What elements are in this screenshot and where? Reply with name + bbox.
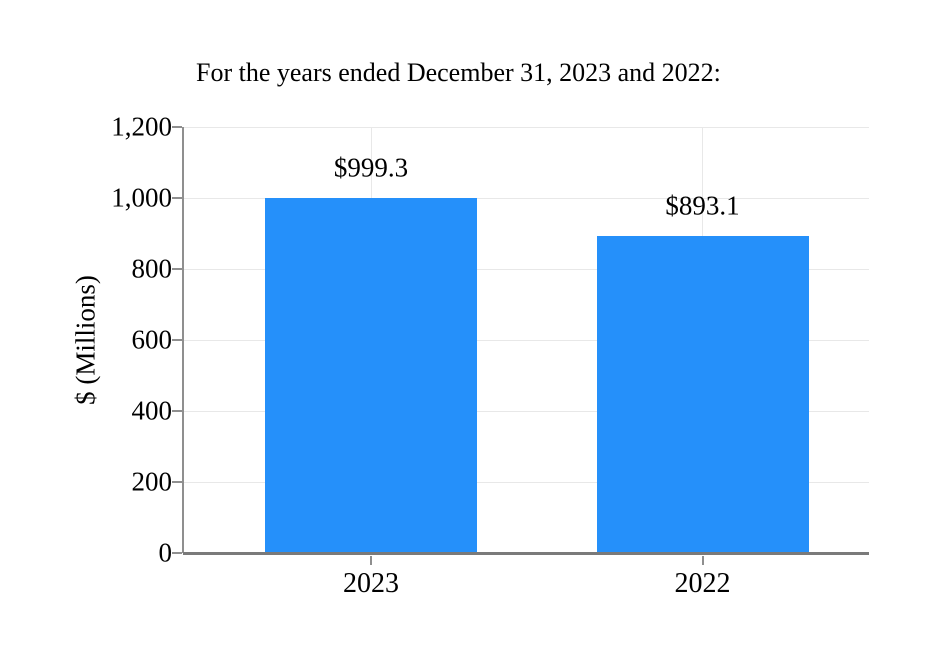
plot-area bbox=[172, 126, 869, 565]
y-axis-tick-label: 800 bbox=[131, 253, 173, 284]
y-axis-tick-label: 1,000 bbox=[111, 182, 172, 213]
y-axis-line bbox=[182, 127, 184, 553]
y-axis-tick bbox=[172, 481, 182, 483]
y-axis-tick-label: 0 bbox=[158, 537, 173, 568]
y-axis-tick bbox=[172, 552, 182, 554]
y-axis-tick bbox=[172, 410, 182, 412]
x-axis-category-label: 2023 bbox=[343, 568, 399, 599]
horizontal-gridline bbox=[183, 481, 869, 483]
horizontal-gridline bbox=[183, 339, 869, 341]
y-axis-tick bbox=[172, 126, 182, 128]
horizontal-gridline bbox=[183, 410, 869, 412]
y-axis-title: $ (Millions) bbox=[70, 275, 101, 405]
horizontal-gridline bbox=[183, 268, 869, 270]
y-axis-tick-label: 200 bbox=[131, 466, 173, 497]
y-axis-tick-label: 400 bbox=[131, 395, 173, 426]
x-axis-tick bbox=[370, 556, 372, 565]
y-axis-tick bbox=[172, 268, 182, 270]
y-axis-tick-label: 600 bbox=[131, 324, 173, 355]
bar-value-label: $893.1 bbox=[665, 190, 740, 221]
bar-2022 bbox=[596, 235, 809, 553]
y-axis-tick bbox=[172, 339, 182, 341]
horizontal-gridline bbox=[183, 126, 869, 128]
x-axis-category-label: 2022 bbox=[674, 568, 731, 599]
x-axis-line bbox=[183, 552, 869, 555]
chart-title: For the years ended December 31, 2023 an… bbox=[196, 58, 721, 87]
y-axis-tick bbox=[172, 197, 182, 199]
bar-2023 bbox=[265, 198, 477, 553]
y-axis-tick-label: 1,200 bbox=[111, 111, 172, 142]
x-axis-tick bbox=[701, 556, 704, 565]
bar-value-label: $999.3 bbox=[333, 152, 409, 183]
horizontal-gridline bbox=[183, 197, 869, 199]
